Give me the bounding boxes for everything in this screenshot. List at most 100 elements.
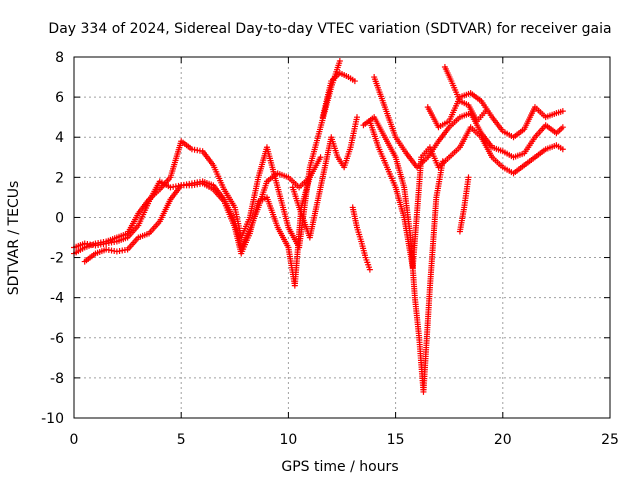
data-point <box>400 182 407 189</box>
data-point <box>187 144 194 151</box>
series-trace-8 <box>366 118 566 271</box>
series-trace-3 <box>81 154 324 289</box>
data-point <box>166 198 173 205</box>
data-point <box>444 119 451 126</box>
data-point <box>333 152 340 159</box>
data-point <box>551 110 558 117</box>
data-point <box>391 132 398 139</box>
data-point <box>487 112 494 119</box>
data-point <box>391 152 398 159</box>
data-point <box>186 182 193 189</box>
data-point <box>155 180 162 187</box>
chart-title: Day 334 of 2024, Sidereal Day-to-day VTE… <box>48 21 611 37</box>
data-point <box>558 125 565 132</box>
data-point <box>343 73 350 80</box>
data-point <box>316 126 323 133</box>
data-point <box>317 186 324 193</box>
data-point <box>391 182 398 189</box>
data-point <box>465 110 472 117</box>
data-point <box>90 251 97 258</box>
series-trace-9 <box>371 74 566 171</box>
data-point <box>155 220 162 227</box>
data-point <box>465 176 472 183</box>
data-point <box>208 185 215 192</box>
y-tick-label: 6 <box>55 90 64 106</box>
data-point <box>284 222 291 229</box>
data-point <box>306 176 313 183</box>
y-tick-label: -4 <box>50 291 64 307</box>
data-point <box>498 162 505 169</box>
data-point <box>220 184 227 191</box>
data-point <box>381 101 388 108</box>
data-point <box>90 241 97 248</box>
data-point <box>353 222 360 229</box>
series-trace-5 <box>319 70 358 121</box>
data-point <box>261 195 268 202</box>
data-point <box>230 222 237 229</box>
data-point <box>444 125 451 132</box>
data-point <box>144 198 151 205</box>
data-point <box>422 155 429 162</box>
data-point <box>380 132 387 139</box>
data-point <box>143 231 150 238</box>
data-point <box>530 136 537 143</box>
y-axis-label: SDTVAR / TECUs <box>6 181 22 296</box>
data-point <box>284 242 291 249</box>
data-point <box>519 163 526 170</box>
data-point <box>254 200 261 207</box>
x-tick-label: 0 <box>70 432 79 448</box>
data-point <box>316 156 323 163</box>
y-tick-label: 2 <box>55 170 64 186</box>
data-point <box>165 183 172 190</box>
data-point <box>121 247 128 254</box>
x-tick-label: 10 <box>279 432 297 448</box>
data-point <box>400 212 407 219</box>
data-point <box>346 146 353 153</box>
data-point <box>336 60 343 67</box>
data-point <box>487 142 494 149</box>
data-point <box>455 95 462 102</box>
data-point <box>383 162 390 169</box>
x-tick-label: 5 <box>177 432 186 448</box>
data-point <box>497 147 504 154</box>
data-point <box>519 151 526 158</box>
data-point <box>361 252 368 259</box>
data-point <box>219 196 226 203</box>
data-point <box>273 222 280 229</box>
y-tick-label: 0 <box>55 210 64 226</box>
data-point <box>176 184 183 191</box>
data-point <box>480 110 487 117</box>
data-point <box>196 147 203 154</box>
data-point <box>434 122 441 129</box>
data-point <box>498 126 505 133</box>
data-series <box>71 58 566 395</box>
data-point <box>374 142 381 149</box>
y-tick-label: -10 <box>41 411 64 427</box>
data-point <box>444 155 451 162</box>
data-point <box>488 152 495 159</box>
data-point <box>460 206 467 213</box>
data-point <box>540 147 547 154</box>
data-point <box>401 148 408 155</box>
data-point <box>263 180 270 187</box>
series-trace-4 <box>289 114 361 241</box>
data-point <box>455 115 462 122</box>
data-point <box>245 232 252 239</box>
data-point <box>557 108 564 115</box>
y-tick-label: 8 <box>55 50 64 66</box>
x-tick-label: 20 <box>494 432 512 448</box>
data-point <box>122 231 129 238</box>
data-point <box>434 140 441 147</box>
data-point <box>335 71 342 78</box>
data-point <box>327 80 334 87</box>
data-point <box>100 239 107 246</box>
data-point <box>519 127 526 134</box>
data-point <box>455 145 462 152</box>
data-point <box>295 202 302 209</box>
series-trace-7 <box>349 204 373 273</box>
data-point <box>254 176 261 183</box>
grid <box>74 57 610 418</box>
x-axis-label: GPS time / hours <box>281 459 398 475</box>
